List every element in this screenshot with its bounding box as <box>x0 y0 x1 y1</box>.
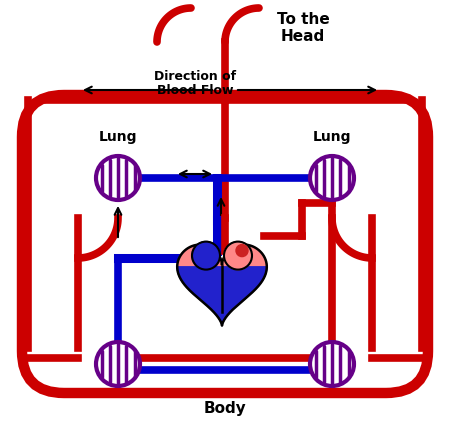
Text: To the
Head: To the Head <box>277 12 329 44</box>
Circle shape <box>236 245 248 256</box>
Text: Blood Flow: Blood Flow <box>157 83 233 97</box>
Circle shape <box>96 156 140 200</box>
Circle shape <box>224 242 252 270</box>
Text: Direction of: Direction of <box>154 69 236 83</box>
Circle shape <box>310 156 354 200</box>
Circle shape <box>96 342 140 386</box>
Polygon shape <box>177 245 267 325</box>
Text: Body: Body <box>203 400 247 415</box>
Text: Lung: Lung <box>99 130 137 144</box>
Circle shape <box>192 242 220 270</box>
Circle shape <box>196 245 208 256</box>
Text: Lung: Lung <box>313 130 351 144</box>
Circle shape <box>310 342 354 386</box>
Polygon shape <box>177 267 267 325</box>
